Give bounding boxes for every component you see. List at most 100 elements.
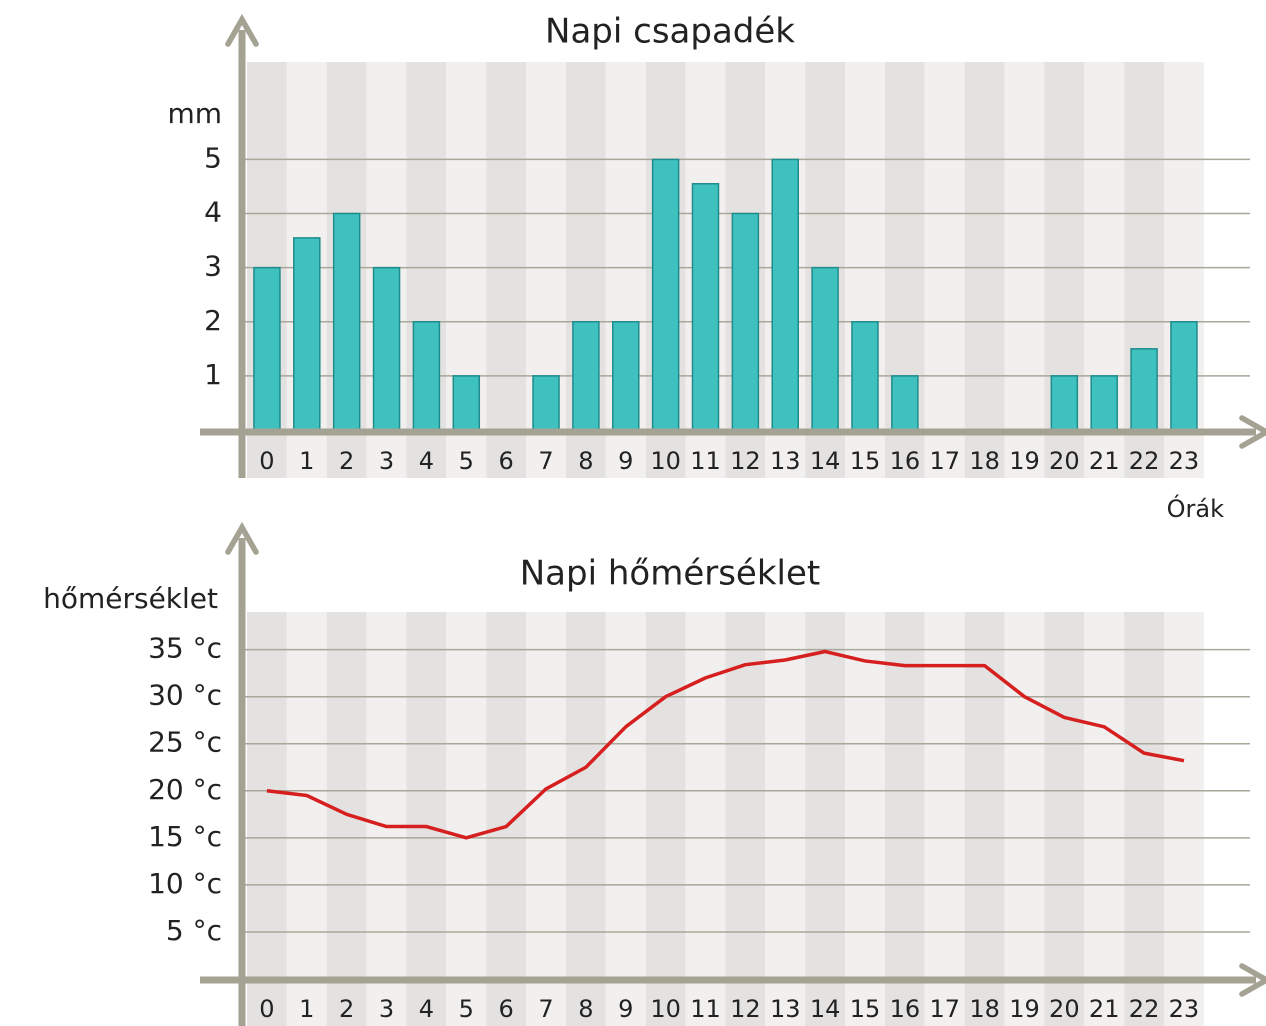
x-tick-label: 5 <box>459 447 474 475</box>
column-stripe <box>486 62 527 478</box>
bar <box>532 375 560 431</box>
column-stripe <box>765 612 806 1026</box>
column-stripe <box>286 612 327 1026</box>
x-axis-label: Órák <box>1167 493 1224 523</box>
x-tick-label: 6 <box>499 447 514 475</box>
x-tick-label: 22 <box>1129 447 1160 475</box>
x-tick-label: 15 <box>850 995 881 1023</box>
bar <box>891 375 919 431</box>
x-tick-label: 1 <box>299 995 314 1023</box>
x-tick-label: 15 <box>850 447 881 475</box>
bar <box>412 321 441 431</box>
x-tick-label: 16 <box>890 995 921 1023</box>
x-tick-label: 5 <box>459 995 474 1023</box>
column-stripe <box>1004 62 1045 478</box>
x-tick-label: 7 <box>538 995 553 1023</box>
chart-title: Napi hőmérséklet <box>520 554 821 594</box>
column-stripe <box>884 612 925 1026</box>
bar <box>253 266 281 431</box>
x-tick-label: 23 <box>1169 447 1200 475</box>
column-stripe <box>645 612 686 1026</box>
x-tick-label: 4 <box>419 447 434 475</box>
x-tick-label: 3 <box>379 995 394 1023</box>
bar <box>691 183 720 431</box>
x-tick-label: 9 <box>618 447 633 475</box>
x-tick-label: 12 <box>730 995 761 1023</box>
x-tick-label: 9 <box>618 995 633 1023</box>
column-stripe <box>526 612 566 1026</box>
bar <box>1170 321 1198 431</box>
y-tick-label: 35 °c <box>148 632 222 665</box>
x-tick-label: 8 <box>578 995 593 1023</box>
y-tick-label: 30 °c <box>148 679 222 712</box>
x-tick-label: 10 <box>650 447 681 475</box>
x-tick-label: 18 <box>969 995 1000 1023</box>
bar <box>572 321 600 431</box>
column-stripe <box>1084 612 1125 1026</box>
y-tick-label: 5 °c <box>166 914 222 947</box>
y-tick-label: 4 <box>204 196 222 229</box>
y-axis-label: hőmérséklet <box>43 582 218 615</box>
y-tick-label: 5 <box>204 141 222 174</box>
bar <box>731 212 760 431</box>
y-tick-label: 2 <box>204 304 222 337</box>
x-tick-label: 13 <box>770 447 801 475</box>
x-tick-label: 19 <box>1009 447 1040 475</box>
column-stripe <box>924 612 965 1026</box>
column-stripe <box>247 612 287 1026</box>
y-tick-label: 15 °c <box>148 820 222 853</box>
x-tick-label: 3 <box>379 447 394 475</box>
x-tick-label: 7 <box>538 447 553 475</box>
x-tick-label: 21 <box>1089 447 1120 475</box>
bar <box>1050 375 1079 431</box>
x-tick-label: 13 <box>770 995 801 1023</box>
x-tick-label: 16 <box>890 447 921 475</box>
x-tick-label: 17 <box>929 447 960 475</box>
y-axis-label: mm <box>167 97 222 130</box>
x-tick-label: 1 <box>299 447 314 475</box>
x-tick-label: 10 <box>650 995 681 1023</box>
bar <box>332 212 361 431</box>
x-tick-label: 23 <box>1169 995 1200 1023</box>
column-stripe <box>605 612 646 1026</box>
chart: 5 °c10 °c15 °c20 °c25 °c30 °c35 °c0 1 2 3 4 5… <box>43 521 1266 1026</box>
column-stripe <box>685 612 726 1026</box>
x-tick-label: 20 <box>1049 447 1080 475</box>
y-tick-label: 20 °c <box>148 773 222 806</box>
column-stripe <box>406 612 447 1026</box>
x-tick-label: 11 <box>690 995 721 1023</box>
x-tick-label: 2 <box>339 447 354 475</box>
y-tick-label: 25 °c <box>148 726 222 759</box>
bar <box>293 237 321 431</box>
chart-title: Napi csapadék <box>545 12 795 52</box>
column-stripe <box>1004 612 1045 1026</box>
x-tick-label: 18 <box>969 447 1000 475</box>
x-tick-label: 14 <box>810 995 841 1023</box>
column-stripe <box>924 62 965 478</box>
x-tick-label: 21 <box>1089 995 1120 1023</box>
bar <box>1130 348 1158 431</box>
column-stripe <box>446 612 487 1026</box>
y-tick-label: 1 <box>204 358 222 391</box>
bar <box>372 266 401 431</box>
y-tick-label: 3 <box>204 250 222 283</box>
bar <box>771 158 799 431</box>
x-tick-label: 0 <box>259 447 274 475</box>
column-stripe <box>805 612 846 1026</box>
column-stripe <box>845 612 885 1026</box>
bar <box>612 321 640 431</box>
x-tick-label: 19 <box>1009 995 1040 1023</box>
temperature-line <box>266 649 1185 840</box>
column-stripe <box>964 612 1005 1026</box>
column-stripe <box>486 612 527 1026</box>
bar <box>452 375 481 431</box>
x-tick-label: 11 <box>690 447 721 475</box>
column-stripe <box>964 62 1005 478</box>
bar <box>1090 375 1118 431</box>
x-tick-label: 0 <box>259 995 274 1023</box>
column-stripe <box>565 612 606 1026</box>
bar <box>851 321 879 431</box>
bar <box>811 266 839 431</box>
